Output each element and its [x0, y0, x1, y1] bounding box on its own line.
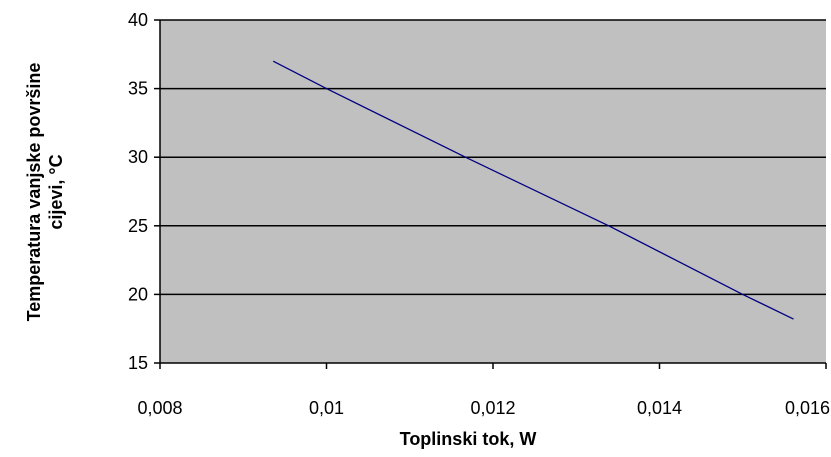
x-axis-title: Toplinski tok, W	[400, 429, 537, 449]
series-line	[272, 60, 794, 320]
plot-area	[160, 20, 826, 363]
x-tick-label: 0,012	[470, 398, 515, 418]
axes	[154, 19, 827, 369]
y-tick-label: 35	[128, 79, 148, 99]
y-tick-label: 25	[128, 216, 148, 236]
x-tick-label: 0,01	[309, 398, 344, 418]
tick-labels: 15 20 25 30 35 40 0,008 0,01 0,012 0,014 0,016	[128, 10, 830, 418]
y-tick-label: 20	[128, 284, 148, 304]
x-tick-label: 0,016	[785, 398, 830, 418]
y-axis-title-line-2: cijevi, °C	[46, 154, 66, 229]
y-tick-label: 15	[128, 353, 148, 373]
x-tick-label: 0,014	[637, 398, 682, 418]
y-axis-title-line-1: Temperatura vanjske površine	[24, 63, 44, 322]
gridlines	[160, 19, 826, 296]
series-layer	[272, 60, 794, 320]
y-tick-label: 40	[128, 10, 148, 30]
y-tick-label: 30	[128, 147, 148, 167]
x-tick-label: 0,008	[137, 398, 182, 418]
y-axis-title: Temperatura vanjske površine cijevi, °C	[24, 63, 66, 322]
